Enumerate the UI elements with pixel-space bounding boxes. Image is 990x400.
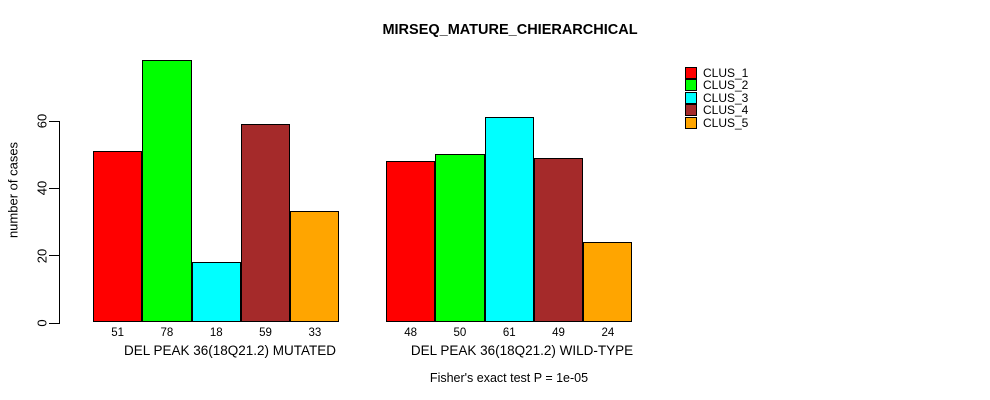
- legend-label-clus_4: CLUS_4: [703, 103, 749, 118]
- bar-clus_4-group2: [533, 157, 584, 323]
- bar-clus_1-group1: [93, 150, 143, 323]
- y-tick-mark: [49, 255, 59, 257]
- legend-swatch-clus_2: [685, 79, 697, 92]
- bar-clus_2-group1: [142, 59, 192, 323]
- bar-clus_2-group2: [435, 154, 485, 323]
- y-tick-label: 0: [34, 319, 50, 327]
- legend-swatch-clus_5: [685, 116, 697, 129]
- chart-title: MIRSEQ_MATURE_CHIERARCHICAL: [382, 22, 638, 38]
- bar-clus_1-group2: [386, 160, 436, 323]
- bar-clus_5-group1: [290, 211, 340, 323]
- bar-clus_3-group1: [191, 261, 241, 323]
- group-label-wild-type: DEL PEAK 36(18Q21.2) WILD-TYPE: [410, 343, 634, 358]
- y-axis-title: number of cases: [5, 141, 21, 239]
- bar-value-label: 24: [601, 327, 615, 339]
- bar-value-label: 50: [453, 327, 467, 339]
- bar-value-label: 49: [552, 327, 565, 339]
- bar-value-label: 51: [111, 327, 125, 339]
- y-tick-mark: [49, 120, 59, 122]
- legend-label-clus_5: CLUS_5: [703, 115, 749, 130]
- y-tick-mark: [49, 322, 59, 324]
- y-axis-line: [59, 120, 61, 324]
- bar-value-label: 33: [308, 327, 322, 339]
- bar-clus_5-group2: [583, 241, 633, 323]
- legend-label-clus_1: CLUS_1: [703, 65, 749, 80]
- y-tick-label: 60: [34, 113, 50, 129]
- bar-value-label: 61: [502, 327, 516, 339]
- legend-label-clus_3: CLUS_3: [703, 90, 749, 105]
- bar-value-label: 18: [209, 327, 223, 339]
- bar-clus_4-group1: [240, 123, 291, 323]
- y-tick-label: 20: [34, 248, 50, 263]
- legend-swatch-clus_4: [685, 104, 697, 117]
- bar-value-label: 78: [160, 327, 174, 339]
- legend-swatch-clus_1: [685, 66, 697, 79]
- footnote-fisher-test: Fisher's exact test P = 1e-05: [429, 371, 589, 385]
- legend-swatch-clus_3: [685, 91, 697, 104]
- bar-value-label: 48: [404, 327, 418, 339]
- group-label-mutated: DEL PEAK 36(18Q21.2) MUTATED: [123, 343, 337, 358]
- y-tick-label: 40: [34, 181, 50, 196]
- legend-label-clus_2: CLUS_2: [703, 78, 749, 93]
- y-tick-mark: [49, 187, 59, 190]
- bar-value-label: 59: [259, 327, 272, 339]
- bar-clus_3-group2: [484, 117, 534, 323]
